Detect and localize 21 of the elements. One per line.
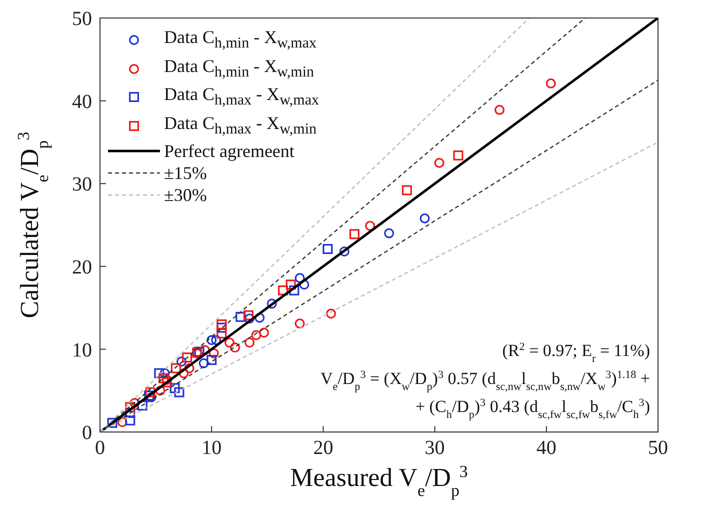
y-tick-label: 50 [72, 8, 92, 30]
legend-label: ±30% [164, 184, 207, 206]
legend-label: Data C$_{h,min}$ - X$_{w,max}$ [164, 26, 317, 54]
legend-label: Perfect agremeent [164, 140, 294, 162]
y-tick-label: 30 [72, 174, 92, 196]
x-tick-label: 40 [536, 437, 556, 460]
text: V$_{e}$/D$_{p}$$^{3}$ = (X$_{w}$/D$_{p}$)$^{3}$ 0.57 (d$_{sc,nw}$l$_{sc,nw}$b$_{s,nw}$/X$_{w}$$^{3}$)$^{1.18}$ + [320, 369, 650, 393]
x-tick-label: 50 [648, 437, 668, 460]
text: + (C$_{h}$/D$_{p}$)$^{3}$ 0.43 (d$_{sc,fw}$l$_{sc,fw}$b$_{s,fw}$/C$_{h}$$^{3}$) [415, 397, 650, 421]
legend-label: Data C$_{h,min}$ - X$_{w,min}$ [164, 54, 314, 82]
y-tick-label: 10 [72, 339, 92, 362]
x-tick-label: 30 [424, 437, 445, 460]
y-tick-label: 20 [72, 256, 92, 278]
annotation: (R$^{2}$ = 0.97; E$_{r}$ = 11%) [502, 341, 650, 365]
y-tick-label: 0 [82, 422, 92, 444]
x-tick-label: 10 [202, 437, 222, 460]
x-tick-label: 20 [313, 437, 334, 460]
legend-label: ±15% [164, 162, 207, 184]
legend-label: Data C$_{h,max}$ - X$_{w,min}$ [164, 112, 317, 140]
legend-label: Data C$_{h,max}$ - X$_{w,max}$ [164, 83, 319, 111]
y-tick-label: 40 [72, 90, 92, 113]
